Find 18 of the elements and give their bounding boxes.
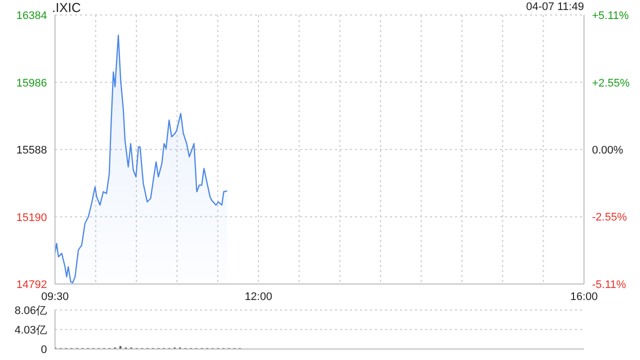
y-tick-label: 15588: [16, 144, 47, 156]
y-tick-label: 8.06亿: [14, 304, 47, 317]
y2-tick-label: 0.00%: [592, 144, 624, 156]
y2-tick-label: +2.55%: [592, 77, 630, 90]
chart-title: .IXIC: [52, 0, 81, 15]
y2-tick-label: -5.11%: [592, 279, 626, 291]
y-tick-label: 16384: [16, 10, 47, 22]
x-tick-label: 16:00: [570, 290, 598, 303]
y-tick-label: 15986: [16, 77, 47, 90]
y2-tick-label: -2.55%: [592, 212, 628, 224]
y-tick-label: 0: [40, 344, 47, 356]
y2-tick-label: +5.11%: [592, 10, 630, 22]
y-tick-label: 14792: [16, 279, 47, 291]
y-tick-label: 15190: [16, 212, 47, 224]
x-tick-label: 12:00: [244, 290, 272, 303]
x-tick-label: 09:30: [41, 290, 69, 303]
y-tick-label: 4.03亿: [14, 324, 47, 336]
text: 04-07 11:49: [526, 1, 584, 13]
